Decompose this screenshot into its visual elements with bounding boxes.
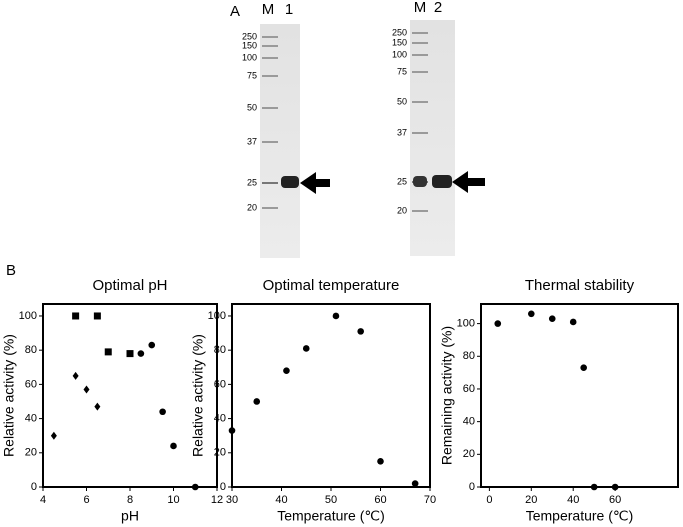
marker-size: 20 xyxy=(397,205,407,215)
point xyxy=(302,345,310,352)
y-tick-label: 20 xyxy=(25,447,37,459)
lane-label: M xyxy=(262,1,275,18)
point xyxy=(170,442,177,450)
x-axis-label: pH xyxy=(121,508,139,524)
marker-size: 25 xyxy=(397,176,407,186)
x-tick-label: 12 xyxy=(211,494,223,506)
marker-size: 50 xyxy=(247,102,257,112)
y-tick-label: 0 xyxy=(220,481,226,493)
point xyxy=(191,483,199,491)
y-axis-label: Relative activity (%) xyxy=(190,334,206,457)
chart-title: Optimal pH xyxy=(92,277,167,294)
y-tick-label: 100 xyxy=(19,310,37,322)
plot-frame xyxy=(480,303,679,488)
arrow xyxy=(452,171,485,193)
chart-title: Optimal temperature xyxy=(263,277,400,294)
y-tick-label: 80 xyxy=(463,350,475,362)
point xyxy=(527,310,535,318)
x-tick-label: 50 xyxy=(325,494,337,506)
x-tick-label: 60 xyxy=(374,494,386,506)
y-tick-label: 80 xyxy=(25,344,37,356)
y-tick-label: 60 xyxy=(214,378,226,390)
y-tick-label: 20 xyxy=(214,447,226,459)
point xyxy=(283,367,290,375)
point xyxy=(253,398,261,405)
marker-size: 250 xyxy=(242,31,257,41)
y-axis-label: Relative activity (%) xyxy=(1,334,17,457)
point xyxy=(611,483,619,491)
y-tick-label: 0 xyxy=(469,481,475,493)
point xyxy=(50,431,57,440)
point xyxy=(332,312,340,320)
point xyxy=(148,341,156,349)
y-tick-label: 100 xyxy=(457,318,475,330)
x-tick-label: 70 xyxy=(424,494,436,506)
panel-label: B xyxy=(6,262,16,279)
point xyxy=(137,350,145,357)
point xyxy=(159,408,166,416)
lane-label: M xyxy=(414,0,427,16)
panel-label: A xyxy=(230,3,240,20)
marker-size: 150 xyxy=(392,37,407,47)
point xyxy=(569,318,577,326)
marker-size: 150 xyxy=(242,40,257,50)
point xyxy=(377,458,384,465)
x-tick-label: 6 xyxy=(83,494,89,506)
x-tick-label: 30 xyxy=(226,494,238,506)
x-tick-label: 40 xyxy=(567,494,579,506)
x-tick-label: 4 xyxy=(40,494,46,506)
point xyxy=(411,480,419,487)
marker-size: 50 xyxy=(397,96,407,106)
y-tick-label: 20 xyxy=(463,448,475,460)
x-tick-label: 60 xyxy=(609,494,621,506)
gel xyxy=(410,20,455,256)
y-tick-label: 40 xyxy=(214,412,226,424)
point xyxy=(104,348,112,356)
marker-size: 75 xyxy=(397,66,407,76)
point xyxy=(93,312,101,320)
y-tick-label: 40 xyxy=(463,416,475,428)
x-tick-label: 0 xyxy=(486,494,492,506)
x-tick-label: 10 xyxy=(167,494,179,506)
x-tick-label: 8 xyxy=(127,494,133,506)
point xyxy=(228,427,236,434)
point xyxy=(94,402,101,411)
marker-size: 100 xyxy=(392,49,407,59)
point xyxy=(72,312,80,320)
point xyxy=(580,364,587,372)
marker-size: 100 xyxy=(242,52,257,62)
plot-frame xyxy=(231,303,431,488)
point xyxy=(83,385,90,394)
y-tick-label: 80 xyxy=(214,344,226,356)
marker-size: 37 xyxy=(397,127,407,137)
x-tick-label: 20 xyxy=(525,494,537,506)
marker-size: 37 xyxy=(247,136,257,146)
point xyxy=(126,350,134,358)
x-axis-label: Temperature (℃) xyxy=(526,508,634,524)
lane-label: 2 xyxy=(434,0,442,16)
lane-label: 1 xyxy=(285,1,293,18)
x-tick-label: 40 xyxy=(275,494,287,506)
y-tick-label: 60 xyxy=(25,378,37,390)
y-axis-label: Remaining activity (%) xyxy=(439,326,455,465)
point xyxy=(548,315,556,323)
y-tick-label: 0 xyxy=(31,481,37,493)
point xyxy=(590,483,598,491)
y-tick-label: 60 xyxy=(463,383,475,395)
marker-size: 75 xyxy=(247,70,257,80)
marker-size: 25 xyxy=(247,177,257,187)
marker-size: 20 xyxy=(247,202,257,212)
gel xyxy=(260,24,300,258)
point xyxy=(494,320,502,327)
arrow xyxy=(300,172,330,194)
chart-title: Thermal stability xyxy=(525,277,635,294)
x-axis-label: Temperature (℃) xyxy=(277,508,385,524)
y-tick-label: 100 xyxy=(208,310,226,322)
marker-size: 250 xyxy=(392,27,407,37)
y-tick-label: 40 xyxy=(25,412,37,424)
point xyxy=(357,328,365,335)
point xyxy=(72,371,79,380)
